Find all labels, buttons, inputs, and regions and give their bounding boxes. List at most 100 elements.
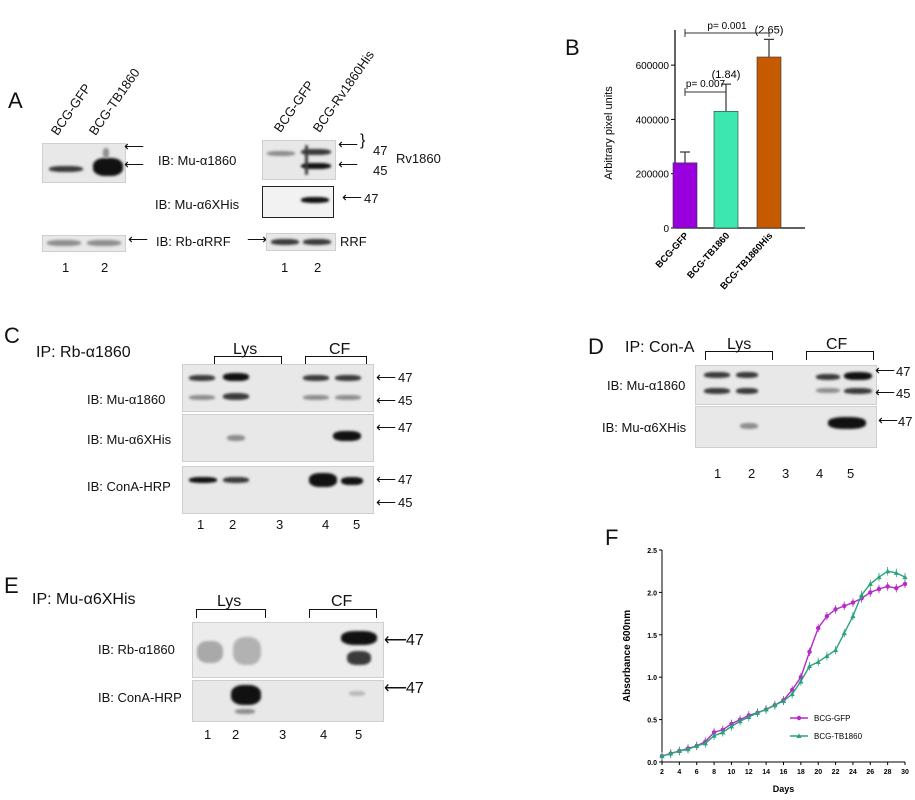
arrow-icon: ⟵ <box>376 392 397 408</box>
ib-label: IB: Rb-αRRF <box>156 234 231 249</box>
data-point <box>754 710 761 715</box>
western-blot <box>266 233 336 251</box>
data-point <box>806 663 813 669</box>
lane-number: 1 <box>714 466 722 481</box>
data-point <box>894 585 899 591</box>
data-point <box>763 706 769 712</box>
bracket <box>705 351 773 360</box>
legend-marker <box>796 715 802 721</box>
arrow-icon: ⟶ <box>247 231 268 247</box>
arrow-icon: ⟵ <box>875 362 896 378</box>
x-tick-label: 10 <box>728 769 736 776</box>
lane-number: 2 <box>229 517 237 532</box>
p-value: p= 0.001 <box>707 21 747 32</box>
ib-label: IB: Mu-α6XHis <box>155 197 240 212</box>
lane-number: 1 <box>204 727 212 742</box>
lane-number: 4 <box>320 727 328 742</box>
group-label-cf: CF <box>331 593 353 610</box>
mw-marker: 45 <box>398 495 413 510</box>
data-point <box>807 649 812 654</box>
data-point <box>832 647 839 653</box>
western-blot <box>262 186 334 218</box>
y-axis-label: Absorbance 600nm <box>622 610 633 702</box>
data-point <box>780 698 787 703</box>
data-point <box>876 586 882 592</box>
chart-axes: 0.00.51.01.52.02.52 4 6 8 10 12 14 16 18 20 22 24 26… <box>622 548 909 794</box>
y-tick-label: 2.0 <box>647 590 657 597</box>
x-tick-label: 28 <box>884 769 892 776</box>
arrow-icon: ⟵ <box>376 494 397 510</box>
arrow-icon: ⟵ <box>875 384 896 400</box>
mw-marker: 45 <box>896 386 911 401</box>
lane-number: 5 <box>355 727 363 742</box>
mw-marker: 47 <box>898 414 913 429</box>
group-label-cf: CF <box>826 336 848 353</box>
mw-marker: 47 <box>398 472 413 487</box>
lane-number: 2 <box>101 260 109 275</box>
western-blot <box>182 364 374 412</box>
lane-number: 3 <box>782 466 790 481</box>
data-point <box>859 592 865 597</box>
lane-number: 2 <box>232 727 240 742</box>
x-tick-label: 26 <box>866 769 874 776</box>
mw-marker: 47 <box>406 632 424 649</box>
data-point <box>885 584 890 589</box>
bracket <box>305 356 367 365</box>
western-blot <box>695 406 877 448</box>
ib-label: IB: Mu-α1860 <box>607 378 686 393</box>
mw-marker: 47 <box>373 143 388 158</box>
x-tick-label: 16 <box>780 769 788 776</box>
panel-label-c: C <box>4 323 20 348</box>
lane-number: 2 <box>748 466 756 481</box>
lane-number: 5 <box>353 517 361 532</box>
arrow-icon: ⟵ <box>384 632 407 649</box>
ib-label: IB: ConA-HRP <box>87 479 171 494</box>
series-line <box>661 570 906 757</box>
data-point <box>789 687 795 693</box>
western-blot <box>262 140 336 180</box>
western-blot <box>42 235 126 252</box>
y-tick-label: 200000 <box>636 170 670 181</box>
mw-marker: 47 <box>364 191 379 206</box>
x-tick-label: 6 <box>695 769 699 776</box>
panel-label-f: F <box>605 525 619 550</box>
panel-label-b: B <box>565 35 580 60</box>
data-point <box>885 568 891 574</box>
data-point <box>720 729 726 735</box>
arrow-icon: ⟵ <box>376 471 397 487</box>
data-point <box>676 748 682 753</box>
x-tick-label: 14 <box>762 769 770 776</box>
mw-marker: 45 <box>373 163 388 178</box>
chart-marks: BCG-GFP BCG-TB1860 <box>659 566 908 761</box>
group-label-cf: CF <box>329 341 351 358</box>
bracket: } <box>360 132 366 149</box>
y-tick-label: 0 <box>663 224 669 235</box>
bracket <box>214 356 282 365</box>
category-label: BCG-GFP <box>654 230 692 270</box>
series-line <box>661 583 906 757</box>
mw-marker: 47 <box>398 420 413 435</box>
arrow-icon: ⟵ <box>342 189 363 205</box>
lane-number: 4 <box>816 466 824 481</box>
western-blot <box>192 680 384 722</box>
x-tick-label: 2 <box>660 769 664 776</box>
x-tick-label: 8 <box>712 769 716 776</box>
ib-label: IB: Mu-α1860 <box>87 392 166 407</box>
arrow-icon: ⟵ <box>124 156 145 172</box>
legend-label: BCG-TB1860 <box>814 732 863 741</box>
panel-label-a: A <box>8 88 23 113</box>
data-point <box>728 723 735 729</box>
lane-label: BCG-TB1860 <box>85 65 143 138</box>
western-blot <box>192 622 384 678</box>
data-point <box>668 750 674 756</box>
data-point <box>746 714 752 720</box>
arrow-icon: ⟵ <box>878 412 899 428</box>
ib-label: IB: Mu-α6XHis <box>87 432 172 447</box>
x-tick-label: 18 <box>797 769 805 776</box>
x-tick-label: 30 <box>901 769 909 776</box>
mw-marker: 47 <box>398 370 413 385</box>
legend-label: BCG-GFP <box>814 714 850 723</box>
y-axis-label: Arbitrary pixel units <box>603 86 615 180</box>
data-point <box>868 590 873 595</box>
arrow-icon: ⟵ <box>338 136 359 152</box>
